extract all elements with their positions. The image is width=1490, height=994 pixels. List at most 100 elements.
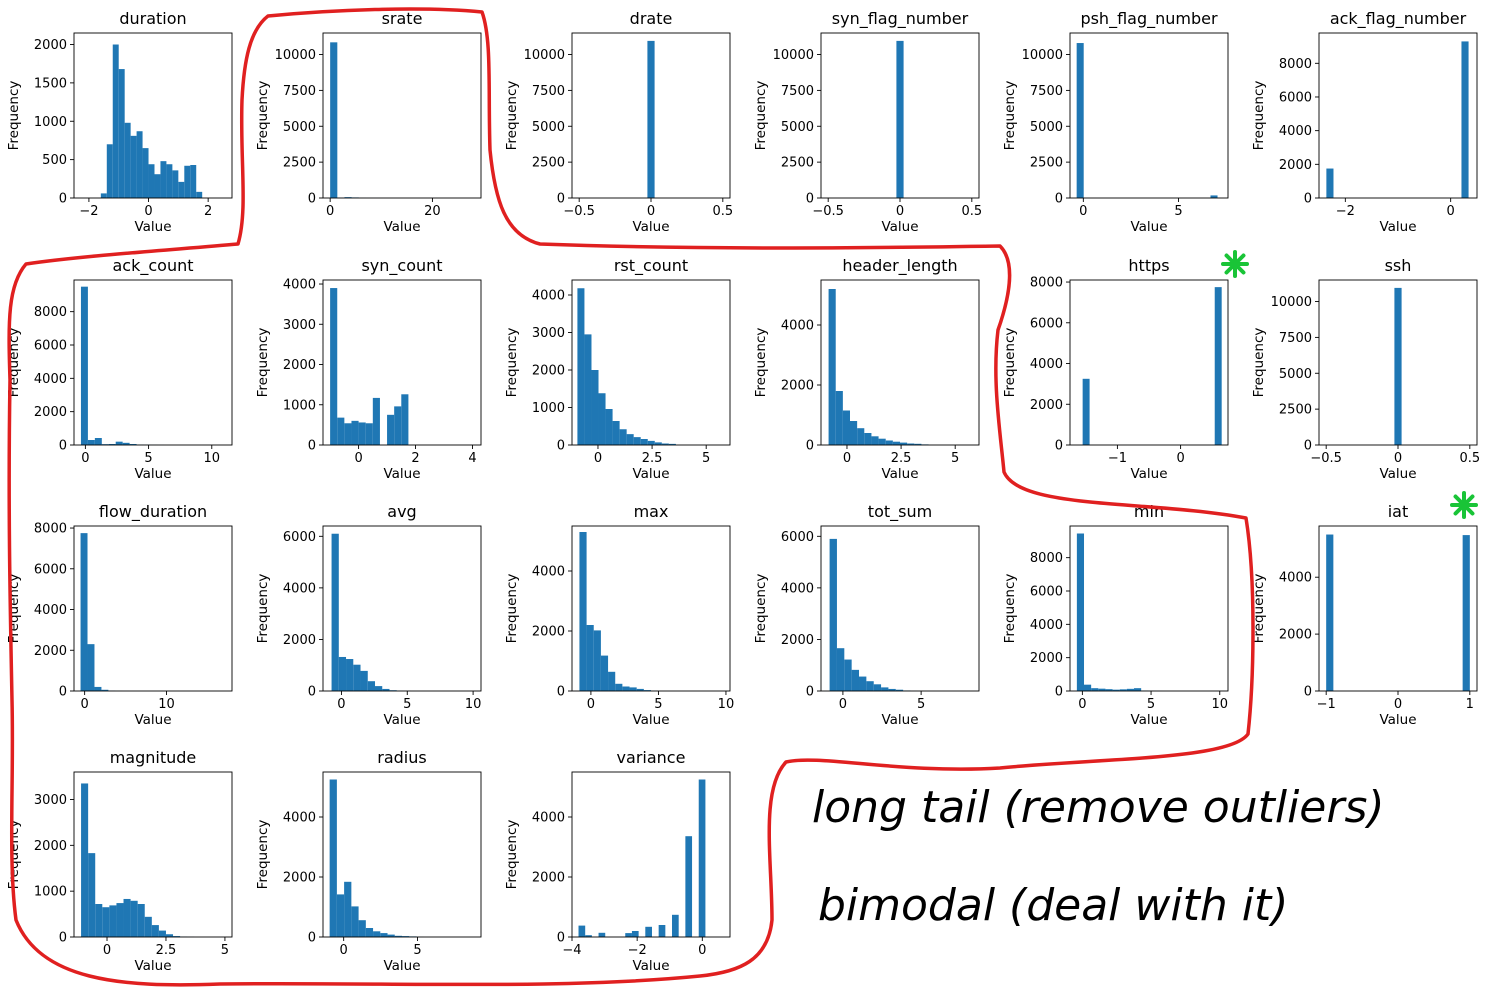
bar — [1084, 685, 1091, 691]
x-tick-label: 0 — [647, 204, 655, 219]
chart-title: ack_flag_number — [1330, 9, 1467, 29]
chart-title: tot_sum — [868, 502, 932, 522]
x-tick-label: 0 — [1079, 204, 1087, 219]
chart-title: ack_count — [112, 256, 193, 276]
y-tick-label: 2000 — [1030, 651, 1063, 666]
x-axis-label: Value — [134, 466, 171, 482]
bar — [615, 684, 622, 691]
y-axis-label: Frequency — [1251, 328, 1267, 398]
y-axis-label: Frequency — [1251, 81, 1267, 151]
y-tick-label: 2000 — [532, 625, 565, 640]
bar — [154, 174, 160, 198]
y-tick-label: 4000 — [1030, 357, 1063, 372]
y-tick-label: 2000 — [1030, 398, 1063, 413]
chart-title: header_length — [842, 256, 957, 276]
y-tick-label: 10000 — [1022, 48, 1063, 63]
bar — [351, 421, 358, 445]
axes-frame — [323, 33, 481, 198]
x-tick-label: 5 — [144, 451, 152, 466]
bar — [131, 136, 137, 198]
x-tick-label: −1 — [1108, 451, 1127, 466]
bar — [116, 903, 123, 937]
bar — [116, 442, 123, 445]
bar — [380, 933, 387, 937]
bar — [373, 931, 380, 937]
bar — [88, 853, 95, 937]
x-axis-label: Value — [1379, 466, 1416, 482]
bar — [337, 894, 344, 937]
y-tick-label: 0 — [308, 685, 316, 700]
bar — [344, 423, 351, 445]
bar — [866, 681, 873, 691]
bar — [859, 677, 866, 691]
bar — [672, 915, 679, 937]
y-tick-label: 4000 — [1279, 571, 1312, 586]
bar — [632, 931, 639, 937]
y-tick-label: 1000 — [34, 115, 67, 130]
y-tick-label: 4000 — [34, 603, 67, 618]
y-tick-label: 0 — [59, 685, 67, 700]
x-tick-label: 0 — [340, 943, 348, 958]
bar — [837, 648, 844, 691]
bar — [346, 659, 353, 691]
y-tick-label: 5000 — [283, 120, 316, 135]
bar — [606, 409, 613, 445]
y-tick-label: 7500 — [1030, 84, 1063, 99]
x-tick-label: 5 — [951, 451, 959, 466]
bar — [178, 182, 184, 198]
bar — [630, 687, 637, 691]
bar — [871, 436, 878, 445]
y-tick-label: 7500 — [1279, 331, 1312, 346]
bar — [375, 686, 382, 691]
y-tick-label: 0 — [557, 439, 565, 454]
chart-title: variance — [617, 748, 686, 767]
chart-title: srate — [382, 9, 423, 28]
bar — [594, 630, 601, 691]
y-tick-label: 2000 — [34, 839, 67, 854]
y-axis-label: Frequency — [753, 328, 769, 398]
y-tick-label: 2000 — [283, 871, 316, 886]
bar — [359, 920, 366, 937]
long-tail-outline — [9, 9, 1253, 985]
y-axis-label: Frequency — [504, 81, 520, 151]
bar — [81, 783, 88, 937]
bar — [387, 415, 394, 445]
x-tick-label: 10 — [718, 697, 735, 712]
bar — [149, 164, 155, 198]
y-tick-label: 0 — [806, 685, 814, 700]
axes-frame — [572, 772, 730, 937]
x-tick-label: −4 — [562, 943, 581, 958]
y-tick-label: 10000 — [773, 48, 814, 63]
y-tick-label: 7500 — [283, 84, 316, 99]
y-tick-label: 10000 — [524, 48, 565, 63]
x-tick-label: 0.5 — [712, 204, 733, 219]
y-tick-label: 0 — [1304, 685, 1312, 700]
axes-frame — [1319, 33, 1477, 198]
y-tick-label: 6000 — [1030, 585, 1063, 600]
bar — [1461, 41, 1468, 198]
y-tick-label: 1000 — [34, 885, 67, 900]
y-tick-label: 4000 — [1279, 124, 1312, 139]
y-axis-label: Frequency — [1002, 81, 1018, 151]
y-tick-label: 6000 — [1279, 90, 1312, 105]
y-tick-label: 2000 — [781, 379, 814, 394]
bar — [330, 288, 337, 445]
x-tick-label: 5 — [1147, 697, 1155, 712]
bar — [394, 406, 401, 445]
x-tick-label: 2.5 — [156, 943, 177, 958]
x-tick-label: −0.5 — [1310, 451, 1342, 466]
x-tick-label: 0 — [144, 204, 152, 219]
x-tick-label: 10 — [158, 697, 175, 712]
y-tick-label: 1000 — [532, 401, 565, 416]
bar — [599, 933, 606, 937]
bar — [879, 439, 886, 445]
y-tick-label: 0 — [557, 192, 565, 207]
bar — [699, 780, 706, 938]
chart-title: max — [634, 502, 669, 521]
x-tick-label: 0 — [587, 697, 595, 712]
